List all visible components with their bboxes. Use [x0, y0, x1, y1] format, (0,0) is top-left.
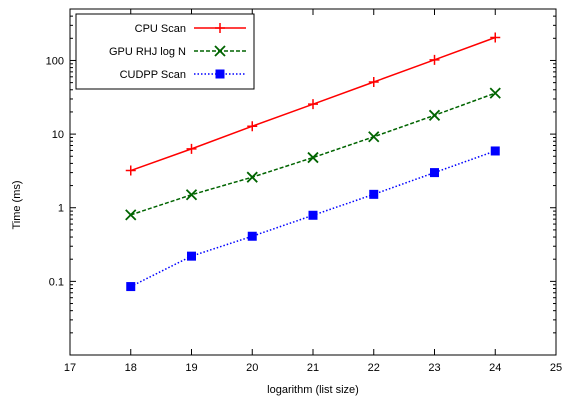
y-tick-label: 100	[46, 55, 64, 67]
data-point-3	[490, 146, 500, 156]
data-point-1	[247, 121, 258, 132]
x-tick-label: 25	[550, 362, 562, 374]
data-point-3	[430, 168, 439, 178]
data-point-2	[185, 189, 198, 201]
data-point-2	[307, 151, 319, 164]
x-tick-label: 24	[489, 362, 501, 374]
data-point-1	[125, 165, 136, 176]
legend-marker-3	[215, 69, 225, 79]
data-point-3	[247, 231, 257, 241]
data-point-2	[125, 209, 137, 221]
x-tick-label: 18	[125, 362, 137, 374]
x-tick-label: 20	[246, 362, 258, 374]
x-tick-label: 17	[64, 362, 76, 374]
legend-marker-1	[215, 23, 225, 33]
x-tick-label: 22	[368, 362, 380, 374]
y-axis-label: Time (ms)	[11, 180, 23, 229]
data-point-2	[368, 131, 380, 143]
x-tick-label: 21	[307, 362, 319, 374]
data-point-1	[308, 99, 318, 110]
series-line-2	[130, 92, 496, 216]
legend-label-1: CPU Scan	[135, 23, 186, 35]
data-point-2	[246, 171, 258, 183]
data-point-3	[126, 282, 136, 292]
legend-label-3: CUDPP Scan	[120, 69, 186, 81]
data-point-3	[308, 210, 318, 220]
data-point-3	[369, 189, 379, 199]
legend-label-2: GPU RHJ log N	[109, 46, 186, 58]
legend-marker-2	[214, 45, 226, 57]
data-point-2	[489, 87, 501, 99]
x-axis-label: logarithm (list size)	[267, 384, 359, 396]
data-point-1	[186, 143, 197, 154]
x-tick-label: 23	[428, 362, 440, 374]
y-tick-label: 10	[52, 129, 64, 141]
data-point-1	[429, 54, 440, 65]
x-tick-label: 19	[185, 362, 197, 374]
data-point-1	[368, 76, 379, 87]
data-point-3	[187, 251, 196, 261]
y-tick-label: 0.1	[49, 276, 64, 288]
data-point-1	[490, 32, 501, 43]
y-tick-label: 1	[58, 203, 64, 215]
data-point-2	[428, 109, 441, 121]
